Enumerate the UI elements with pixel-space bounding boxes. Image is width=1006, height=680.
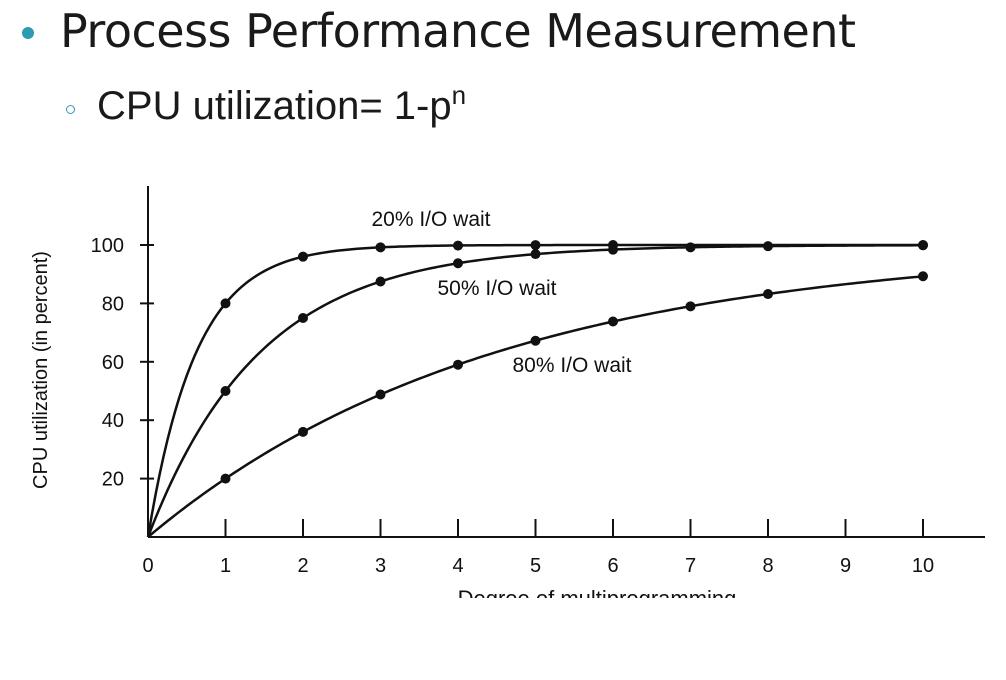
series-label: 50% I/O wait (437, 277, 556, 300)
data-point (298, 426, 308, 437)
data-point (685, 242, 696, 253)
data-point (918, 240, 928, 251)
data-point (530, 249, 541, 260)
x-tick-label: 7 (685, 555, 696, 577)
y-tick-label: 20 (102, 469, 124, 491)
x-tick-label: 2 (297, 555, 308, 577)
data-point (220, 298, 231, 309)
x-tick-label: 3 (375, 555, 386, 577)
data-point (453, 240, 463, 251)
x-tick-label: 4 (452, 555, 463, 577)
x-tick-label: 0 (142, 555, 153, 577)
data-point (298, 313, 308, 323)
chart-axes (140, 186, 985, 538)
chart-labels: 20 40 60 80 100 0 1 2 3 4 5 6 7 8 9 10 CPU utilization (… (30, 208, 934, 611)
data-point (453, 258, 463, 269)
data-point (220, 386, 231, 396)
chart-points (220, 240, 928, 484)
data-point (375, 276, 386, 287)
formula-base: CPU utilization= 1-p (97, 84, 452, 128)
data-point (685, 301, 696, 312)
data-point (220, 473, 231, 484)
sub-bullet-circle-icon (66, 104, 75, 114)
x-axis-label: Degree of multiprogramming (458, 586, 737, 611)
data-point (763, 241, 773, 252)
series-line-3 (147, 275, 924, 538)
bullet-1: Process Performance Measurement (22, 8, 856, 54)
slide-heading: Process Performance Measurement (60, 4, 856, 58)
data-point (608, 316, 618, 327)
y-tick-label: 80 (102, 293, 124, 315)
x-tick-label: 9 (840, 555, 851, 577)
x-tick-label: 8 (762, 555, 773, 577)
formula-text: CPU utilization= 1-pn (97, 82, 466, 128)
x-tick-label: 5 (530, 555, 541, 577)
bullet-dot-icon (22, 27, 34, 39)
data-point (375, 242, 386, 253)
bullet-2: CPU utilization= 1-pn (66, 82, 466, 128)
data-point (298, 251, 308, 262)
x-tick-label: 6 (607, 555, 618, 577)
formula-exponent: n (451, 80, 467, 110)
x-tick-label: 1 (220, 555, 231, 577)
data-point (763, 289, 773, 300)
y-tick-label: 40 (102, 410, 124, 432)
data-point (453, 359, 463, 370)
x-tick-label: 10 (912, 555, 934, 577)
series-label: 20% I/O wait (371, 208, 490, 231)
data-point (530, 240, 541, 251)
data-point (530, 335, 541, 346)
y-axis-label: CPU utilization (in percent) (30, 251, 52, 489)
data-point (918, 271, 928, 282)
y-tick-label: 60 (102, 352, 124, 374)
y-tick-label: 100 (91, 235, 124, 257)
data-point (375, 389, 386, 400)
data-point (608, 244, 618, 255)
series-label: 80% I/O wait (512, 354, 631, 377)
